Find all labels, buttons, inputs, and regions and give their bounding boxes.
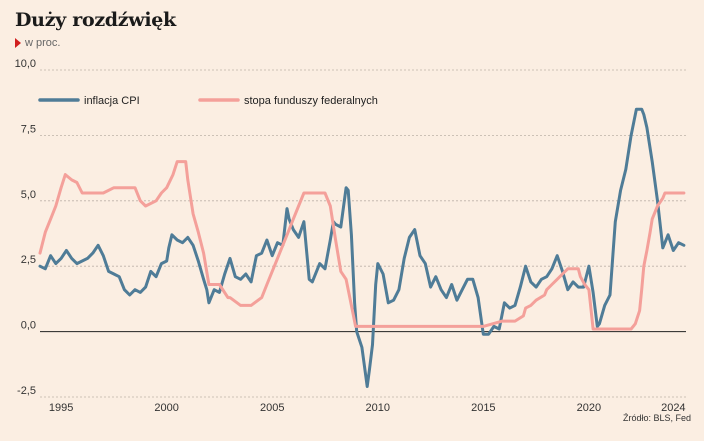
series-lines: [38, 107, 686, 388]
y-tick-label: 7,5: [21, 123, 36, 135]
red-triangle-icon: [15, 38, 21, 48]
x-axis-labels: 1995 2000 2005 2010 2015 2020 2024: [49, 402, 686, 414]
series-line-1: [38, 160, 686, 331]
y-axis-labels: -2,5 0,0 2,5 5,0 7,5 10,0: [15, 58, 36, 397]
x-tick-label: 2010: [366, 402, 390, 414]
x-tick-label: 2020: [577, 402, 601, 414]
x-tick-label: 2015: [471, 402, 495, 414]
x-tick-label: 2024: [661, 402, 685, 414]
series-line-0: [38, 107, 686, 388]
x-tick-label: 2005: [260, 402, 284, 414]
y-tick-label: 10,0: [15, 58, 36, 70]
legend: inflacja CPI stopa funduszy federalnych: [38, 95, 378, 107]
y-tick-label: 0,0: [21, 320, 36, 332]
page-title: Duży rozdźwięk: [15, 9, 176, 31]
legend-label-1: stopa funduszy federalnych: [244, 95, 378, 107]
source-note: Źródło: BLS, Fed: [622, 413, 691, 423]
y-tick-label: -2,5: [17, 385, 36, 397]
grid-lines: [40, 69, 686, 398]
x-tick-label: 1995: [49, 402, 73, 414]
legend-label-0: inflacja CPI: [84, 95, 140, 107]
y-tick-label: 5,0: [21, 189, 36, 201]
subtitle-text: w proc.: [25, 37, 61, 49]
x-tick-label: 2000: [154, 402, 178, 414]
subtitle: w proc.: [15, 37, 60, 49]
y-tick-label: 2,5: [21, 254, 36, 266]
